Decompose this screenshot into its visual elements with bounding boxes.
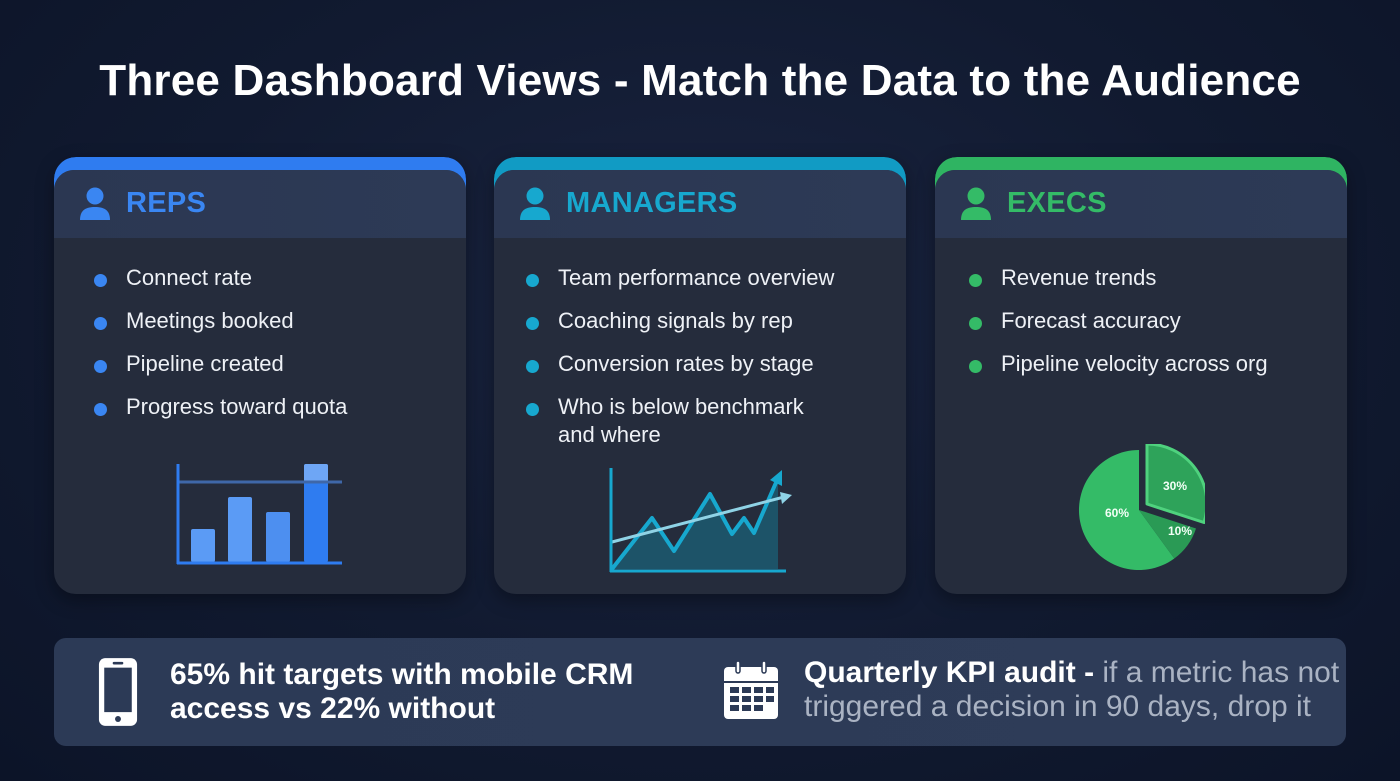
list-item: Progress toward quota xyxy=(94,393,446,421)
list-item: Revenue trends xyxy=(969,264,1327,292)
calendar-icon xyxy=(724,660,778,719)
card-reps: REPS Connect rate Meetings booked Pipeli… xyxy=(54,157,466,594)
tip-heading: Quarterly KPI audit - xyxy=(804,656,1103,689)
user-icon xyxy=(80,187,110,220)
bar-chart-icon xyxy=(176,464,342,565)
card-execs: EXECS Revenue trends Forecast accuracy P… xyxy=(935,157,1347,594)
pie-label-60: 60% xyxy=(1105,506,1129,520)
bullet-icon xyxy=(94,274,107,287)
list-item: Coaching signals by rep xyxy=(526,307,886,335)
bullet-icon xyxy=(526,317,539,330)
list-item: Connect rate xyxy=(94,264,446,292)
user-icon xyxy=(961,187,991,220)
kpi-audit-tip: Quarterly KPI audit - if a metric has no… xyxy=(722,656,1339,724)
tip-text-1: if a metric has not xyxy=(1102,656,1340,689)
mobile-phone-icon xyxy=(98,658,138,726)
trend-line-chart-icon xyxy=(609,468,792,573)
metric-list: Team performance overview Coaching signa… xyxy=(526,264,886,464)
bullet-icon xyxy=(969,274,982,287)
stat-line-1: 65% hit targets with mobile CRM xyxy=(170,658,634,691)
page-title: Three Dashboard Views - Match the Data t… xyxy=(99,56,1301,105)
card-title: EXECS xyxy=(1007,187,1107,219)
pie-chart-icon: 60% 30% 10% xyxy=(1078,444,1205,570)
card-header: REPS xyxy=(54,170,466,238)
bullet-icon xyxy=(94,317,107,330)
bullet-icon xyxy=(526,403,539,416)
list-item: Team performance overview xyxy=(526,264,886,292)
card-title: MANAGERS xyxy=(566,187,738,219)
footer-banner: 65% hit targets with mobile CRM access v… xyxy=(54,638,1346,746)
list-item: Meetings booked xyxy=(94,307,446,335)
bullet-icon xyxy=(969,360,982,373)
bullet-icon xyxy=(526,360,539,373)
card-title: REPS xyxy=(126,187,207,219)
metric-list: Connect rate Meetings booked Pipeline cr… xyxy=(94,264,446,436)
bullet-icon xyxy=(526,274,539,287)
pie-label-30: 30% xyxy=(1163,479,1187,493)
list-item: Conversion rates by stage xyxy=(526,350,886,378)
mobile-crm-stat: 65% hit targets with mobile CRM access v… xyxy=(94,656,633,728)
card-header: MANAGERS xyxy=(494,170,906,238)
bullet-icon xyxy=(94,403,107,416)
card-header: EXECS xyxy=(935,170,1347,238)
bullet-icon xyxy=(969,317,982,330)
list-item: Forecast accuracy xyxy=(969,307,1327,335)
user-icon xyxy=(520,187,550,220)
list-item: Pipeline created xyxy=(94,350,446,378)
metric-list: Revenue trends Forecast accuracy Pipelin… xyxy=(969,264,1327,393)
list-item: Pipeline velocity across org xyxy=(969,350,1327,378)
card-managers: MANAGERS Team performance overview Coach… xyxy=(494,157,906,594)
stat-line-2: access vs 22% without xyxy=(170,692,496,725)
list-item: Who is below benchmark and where xyxy=(526,393,816,449)
bullet-icon xyxy=(94,360,107,373)
pie-label-10: 10% xyxy=(1168,524,1192,538)
tip-text-2: triggered a decision in 90 days, drop it xyxy=(804,690,1311,723)
